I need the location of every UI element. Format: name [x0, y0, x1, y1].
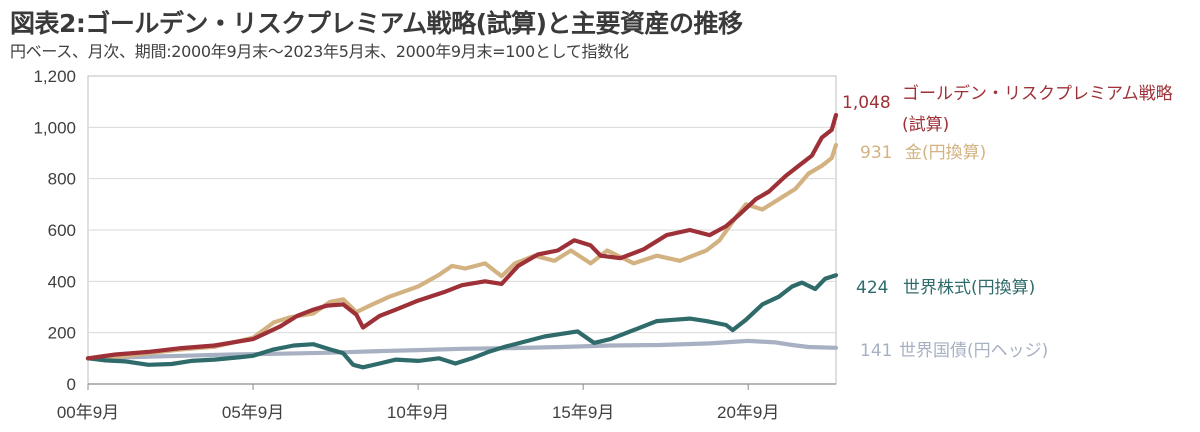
series-name: 世界国債(円ヘッジ) — [899, 341, 1048, 361]
series-name: ゴールデン・リスクプレミアム戦略 — [902, 83, 1173, 104]
series-line — [85, 142, 839, 361]
y-tick-label: 600 — [48, 221, 76, 240]
chart-title: 図表2:ゴールデン・リスクプレミアム戦略(試算)と主要資産の推移 — [10, 9, 743, 38]
series-line — [85, 112, 839, 361]
series-name: 世界株式(円換算) — [903, 278, 1035, 298]
series-end-label: 931 金(円換算) — [860, 143, 986, 163]
y-tick-label: 800 — [48, 170, 76, 189]
x-tick-label: 15年9月 — [552, 403, 614, 422]
series-end-value: 424 — [856, 278, 888, 298]
series-line — [85, 273, 839, 370]
series-name: 金(円換算) — [905, 143, 986, 163]
series-line — [85, 338, 839, 361]
y-tick-label: 400 — [48, 272, 76, 291]
y-tick-label: 0 — [67, 375, 76, 394]
x-tick-label: 10年9月 — [387, 403, 449, 422]
y-tick-label: 1,000 — [33, 118, 76, 137]
x-tick-label: 05年9月 — [222, 403, 284, 422]
y-tick-label: 200 — [48, 324, 76, 343]
series-end-value: 931 — [860, 143, 892, 163]
series-end-label: 424 世界株式(円換算) — [856, 278, 1035, 298]
chart-subtitle: 円ベース、月次、期間:2000年9月末〜2023年5月末、2000年9月末=10… — [10, 42, 629, 61]
x-tick-label: 20年9月 — [717, 403, 779, 422]
series-end-label: 141 世界国債(円ヘッジ) — [860, 341, 1048, 361]
series-name: (試算) — [902, 115, 949, 135]
series-end-value: 1,048 — [842, 93, 891, 113]
y-tick-label: 1,200 — [33, 67, 76, 86]
x-tick-label: 00年9月 — [57, 403, 119, 422]
series-end-label: 1,048 ゴールデン・リスクプレミアム戦略 (試算) — [842, 83, 1173, 135]
series-end-value: 141 — [860, 341, 892, 361]
